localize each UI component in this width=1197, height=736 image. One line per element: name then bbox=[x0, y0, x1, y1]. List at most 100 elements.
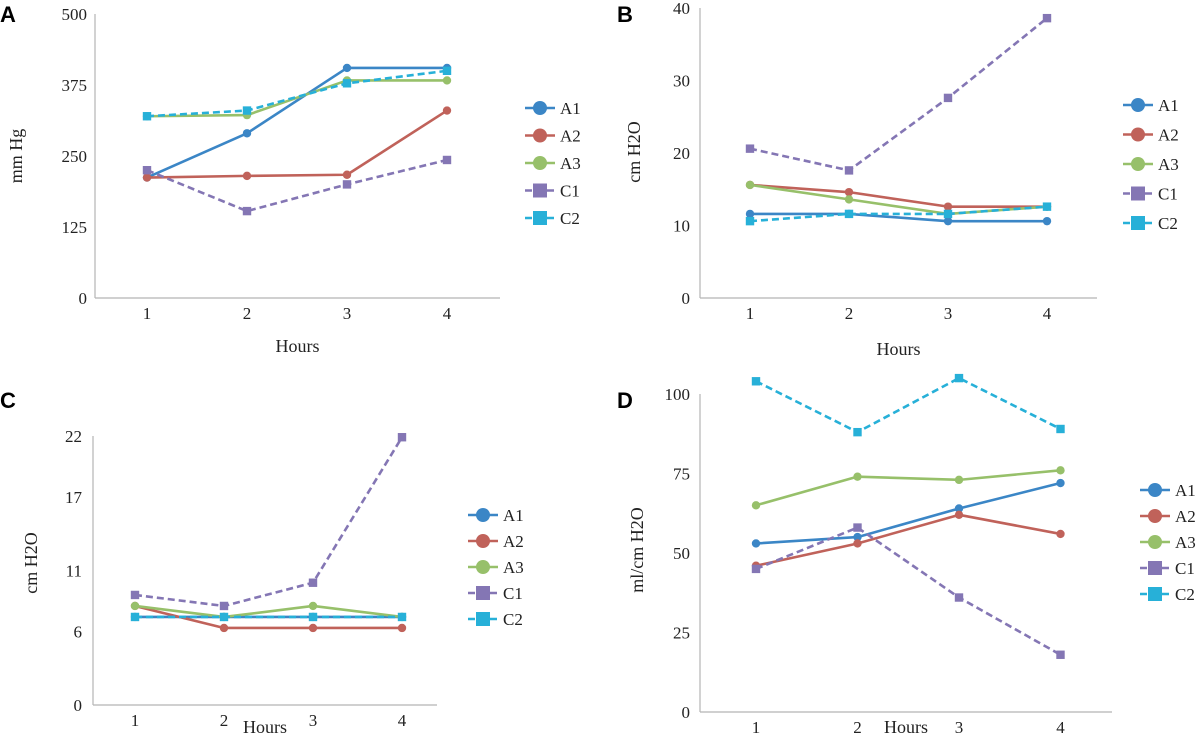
chart-panel-d: D 0 25 50 75 100 1 2 3 4 Hours ml/cm H2O A1 A2 A3 C1 C2 bbox=[617, 373, 1196, 736]
legend-marker bbox=[533, 128, 547, 143]
legend-label: A2 bbox=[503, 532, 524, 551]
series-line-c1 bbox=[749, 17, 1048, 172]
data-point bbox=[745, 180, 755, 190]
data-point bbox=[844, 195, 854, 204]
legend-item-a3: A3 bbox=[1140, 533, 1196, 552]
legend-label: A3 bbox=[1175, 533, 1196, 552]
y-tick-label: 500 bbox=[62, 5, 88, 24]
series-c1 bbox=[751, 523, 1065, 659]
legend-marker bbox=[1148, 561, 1162, 575]
series-line-a2 bbox=[146, 109, 448, 179]
series-c2 bbox=[130, 612, 407, 622]
legend-marker bbox=[1131, 157, 1145, 171]
x-tick-label: 2 bbox=[220, 711, 229, 730]
legend-marker bbox=[533, 101, 547, 115]
data-point bbox=[130, 612, 140, 622]
series-c2 bbox=[745, 202, 1052, 226]
legend-marker bbox=[1131, 216, 1145, 230]
legend-marker bbox=[476, 560, 490, 574]
data-point bbox=[1056, 478, 1065, 488]
series-c1 bbox=[130, 433, 407, 611]
legend-label: A1 bbox=[1158, 96, 1179, 115]
series-c2 bbox=[142, 66, 452, 121]
legend-label: A3 bbox=[503, 558, 524, 577]
series-line-a3 bbox=[755, 469, 1061, 507]
y-tick-label: 17 bbox=[65, 488, 83, 507]
legend-label: C1 bbox=[560, 182, 580, 201]
data-point bbox=[954, 593, 964, 602]
data-point bbox=[1042, 202, 1052, 211]
data-point bbox=[745, 209, 755, 219]
legend-item-c2: C2 bbox=[525, 209, 580, 228]
legend-label: A3 bbox=[1158, 155, 1179, 174]
data-point bbox=[130, 601, 140, 611]
y-tick-label: 20 bbox=[673, 144, 690, 163]
legend-item-a3: A3 bbox=[525, 154, 581, 173]
legend-item-a3: A3 bbox=[468, 558, 524, 577]
data-point bbox=[745, 144, 755, 153]
legend-marker bbox=[476, 508, 490, 522]
data-point bbox=[853, 472, 862, 481]
legend-item-a1: A1 bbox=[468, 506, 524, 525]
x-axis-label: Hours bbox=[243, 717, 287, 736]
data-point bbox=[954, 475, 964, 485]
legend-label: C1 bbox=[1175, 559, 1195, 578]
legend-item-a3: A3 bbox=[1123, 155, 1179, 174]
legend-marker bbox=[476, 586, 490, 600]
legend-label: C1 bbox=[503, 584, 523, 603]
series-line-a1 bbox=[755, 481, 1061, 545]
x-tick-label: 4 bbox=[398, 711, 407, 730]
data-point bbox=[1056, 650, 1065, 659]
y-tick-label: 75 bbox=[673, 465, 690, 484]
data-point bbox=[844, 187, 854, 197]
y-tick-label: 10 bbox=[673, 217, 690, 236]
x-tick-label: 2 bbox=[243, 304, 252, 323]
legend-item-a2: A2 bbox=[1123, 126, 1179, 145]
legend-label: A2 bbox=[1175, 507, 1196, 526]
x-tick-label: 1 bbox=[746, 304, 755, 323]
x-axis-label: Hours bbox=[884, 717, 928, 736]
data-point bbox=[853, 523, 862, 532]
x-axis-label: Hours bbox=[877, 339, 921, 359]
data-point bbox=[751, 564, 761, 574]
legend-label: A2 bbox=[560, 127, 581, 146]
data-point bbox=[943, 216, 953, 226]
x-tick-label: 2 bbox=[853, 718, 862, 736]
legend-item-a1: A1 bbox=[1140, 481, 1196, 500]
y-tick-label: 250 bbox=[62, 147, 88, 166]
data-point bbox=[342, 180, 352, 189]
legend-marker bbox=[1148, 509, 1162, 523]
legend-label: A3 bbox=[560, 154, 581, 173]
data-point bbox=[397, 623, 407, 633]
legend-marker bbox=[1148, 587, 1162, 601]
data-point bbox=[954, 510, 964, 520]
data-point bbox=[1056, 424, 1065, 434]
y-tick-label: 25 bbox=[673, 624, 690, 643]
data-point bbox=[751, 377, 761, 386]
data-point bbox=[442, 76, 452, 85]
series-c1 bbox=[745, 13, 1052, 175]
series-line-a3 bbox=[134, 604, 403, 619]
panel-letter: A bbox=[0, 2, 16, 27]
series-line-a1 bbox=[750, 212, 1047, 223]
legend-item-c2: C2 bbox=[468, 610, 523, 629]
data-point bbox=[308, 623, 318, 633]
series-line-c2 bbox=[749, 205, 1048, 223]
data-point bbox=[342, 79, 352, 88]
legend-label: A1 bbox=[1175, 481, 1196, 500]
legend-marker bbox=[533, 183, 547, 198]
data-point bbox=[142, 112, 152, 121]
legend-marker bbox=[1148, 483, 1162, 497]
panel-letter: B bbox=[617, 2, 633, 27]
legend-item-a1: A1 bbox=[1123, 96, 1179, 115]
y-tick-label: 375 bbox=[62, 76, 88, 95]
data-point bbox=[142, 166, 152, 175]
data-point bbox=[342, 170, 352, 179]
legend-item-c1: C1 bbox=[468, 584, 523, 603]
data-point bbox=[853, 532, 862, 542]
data-point bbox=[242, 129, 252, 138]
y-tick-label: 30 bbox=[673, 72, 690, 91]
data-point bbox=[1042, 216, 1052, 226]
data-point bbox=[219, 623, 229, 633]
series-line-a3 bbox=[146, 79, 447, 118]
